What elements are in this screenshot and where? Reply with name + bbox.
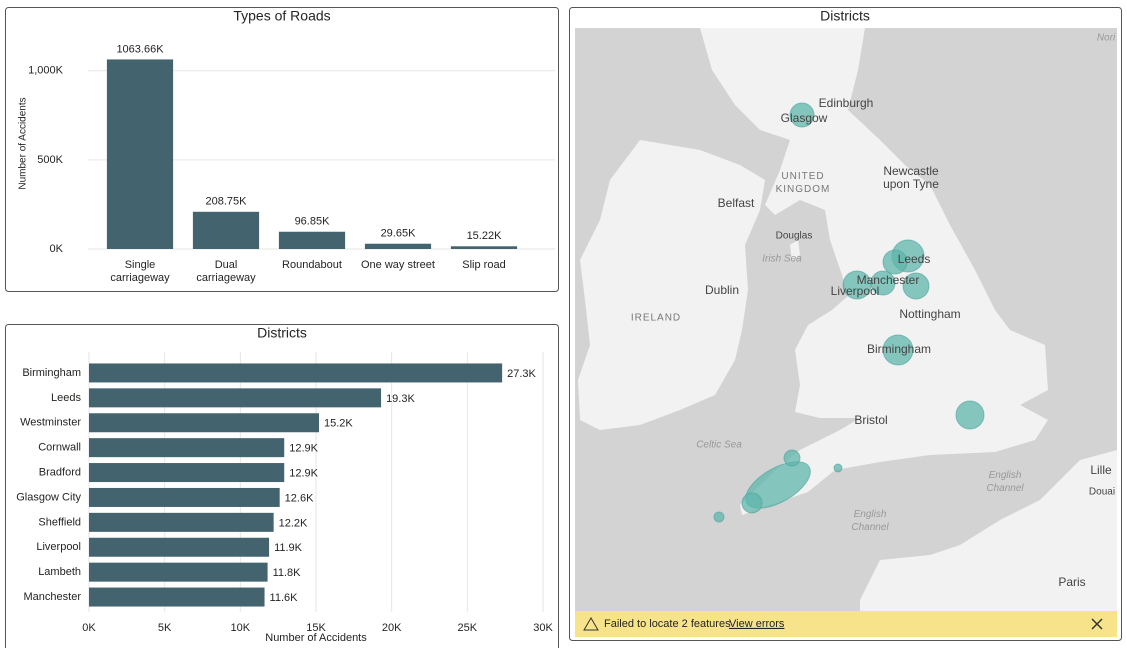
ireland <box>578 140 765 430</box>
map-label: Edinburgh <box>819 96 874 110</box>
y-tick-label: Manchester <box>24 591 82 603</box>
y-tick-label: Cornwall <box>38 442 81 454</box>
y-tick-label: Sheffield <box>38 516 81 528</box>
data-label: 12.2K <box>279 517 308 529</box>
map-label: Birmingham <box>867 342 931 356</box>
map-label: Lille <box>1090 463 1112 477</box>
bar <box>89 512 274 532</box>
great-britain <box>700 28 1048 515</box>
x-tick-label: 0K <box>82 622 96 634</box>
x-tick-label: Dual carriageway <box>196 259 256 284</box>
data-label: 11.8K <box>273 567 302 579</box>
data-label: 208.75K <box>206 196 248 208</box>
map-label: Liverpool <box>831 284 880 298</box>
isle-of-man <box>790 240 800 260</box>
map-label: Douglas <box>776 231 813 242</box>
x-axis-label: Number of Accidents <box>265 632 367 644</box>
y-axis-label: Number of Accidents <box>18 97 29 189</box>
warning-link[interactable]: View errors <box>729 618 785 630</box>
bar <box>89 587 265 607</box>
warning-icon <box>583 617 599 631</box>
x-tick-label: One way street <box>361 259 435 271</box>
data-label: 27.3K <box>507 368 536 380</box>
y-tick-label: Liverpool <box>36 541 81 553</box>
map-label: English Channel <box>986 470 1024 494</box>
bar <box>450 246 518 249</box>
map-label: Glasgow <box>781 111 828 125</box>
data-label: 1063.66K <box>116 43 164 55</box>
bar <box>89 537 270 557</box>
y-tick-label: Bradford <box>39 466 81 478</box>
data-label: 11.9K <box>274 542 303 554</box>
bar <box>89 463 285 483</box>
y-tick-label: 1,000K <box>28 65 64 77</box>
close-button[interactable] <box>1091 618 1103 630</box>
map-label: Dublin <box>705 283 739 297</box>
x-tick-label: Single carriageway <box>110 259 170 284</box>
bar <box>278 231 346 249</box>
bar <box>106 59 174 249</box>
y-tick-label: 0K <box>50 243 64 255</box>
map-label: UNITED KINGDOM <box>776 171 831 195</box>
data-label: 12.9K <box>289 467 318 479</box>
bar <box>89 413 320 433</box>
map-label: Nori <box>1097 33 1116 44</box>
warning-bar <box>575 611 1117 637</box>
x-tick-label: Roundabout <box>282 259 342 271</box>
bar <box>89 438 285 458</box>
chart-title: Types of Roads <box>233 8 330 24</box>
map-label: Nottingham <box>899 307 960 321</box>
x-tick-label: Slip road <box>462 259 505 271</box>
map-label: Douai <box>1089 487 1115 498</box>
bar <box>89 363 503 383</box>
map-label: Celtic Sea <box>696 440 742 451</box>
data-label: 15.2K <box>324 418 353 430</box>
map-label: Newcastle upon Tyne <box>883 164 939 191</box>
data-label: 12.9K <box>289 443 318 455</box>
map-label: Irish Sea <box>762 254 802 265</box>
x-tick-label: 10K <box>231 622 251 634</box>
bar <box>192 211 260 249</box>
y-tick-label: 500K <box>37 154 63 166</box>
bar <box>364 243 432 249</box>
x-tick-label: 25K <box>458 622 478 634</box>
chart-title: Districts <box>257 325 307 341</box>
map-label: English Channel <box>851 509 889 533</box>
bar <box>89 388 382 408</box>
map-label: Leeds <box>898 252 931 266</box>
france <box>860 450 1117 637</box>
bar <box>89 562 268 582</box>
data-label: 12.6K <box>285 492 314 504</box>
bar <box>89 487 280 507</box>
bubbles <box>713 102 985 523</box>
map-label: IRELAND <box>631 313 681 324</box>
warning-text: Failed to locate 2 features <box>604 618 731 630</box>
x-tick-label: 20K <box>382 622 402 634</box>
y-tick-label: Glasgow City <box>16 491 81 503</box>
map-label: Belfast <box>718 196 755 210</box>
map-label: Paris <box>1058 575 1085 589</box>
data-label: 15.22K <box>467 230 503 242</box>
data-label: 11.6K <box>270 592 299 604</box>
data-label: 96.85K <box>295 216 331 228</box>
y-tick-label: Westminster <box>20 417 81 429</box>
y-tick-label: Birmingham <box>22 367 81 379</box>
map-label: Bristol <box>854 413 887 427</box>
y-tick-label: Leeds <box>51 392 81 404</box>
x-tick-label: 30K <box>533 622 553 634</box>
map-title: Districts <box>820 8 870 24</box>
data-label: 19.3K <box>386 393 415 405</box>
x-tick-label: 15K <box>306 622 326 634</box>
map-label: Manchester <box>857 273 920 287</box>
y-tick-label: Lambeth <box>38 566 81 578</box>
data-label: 29.65K <box>381 228 417 240</box>
x-tick-label: 5K <box>158 622 172 634</box>
